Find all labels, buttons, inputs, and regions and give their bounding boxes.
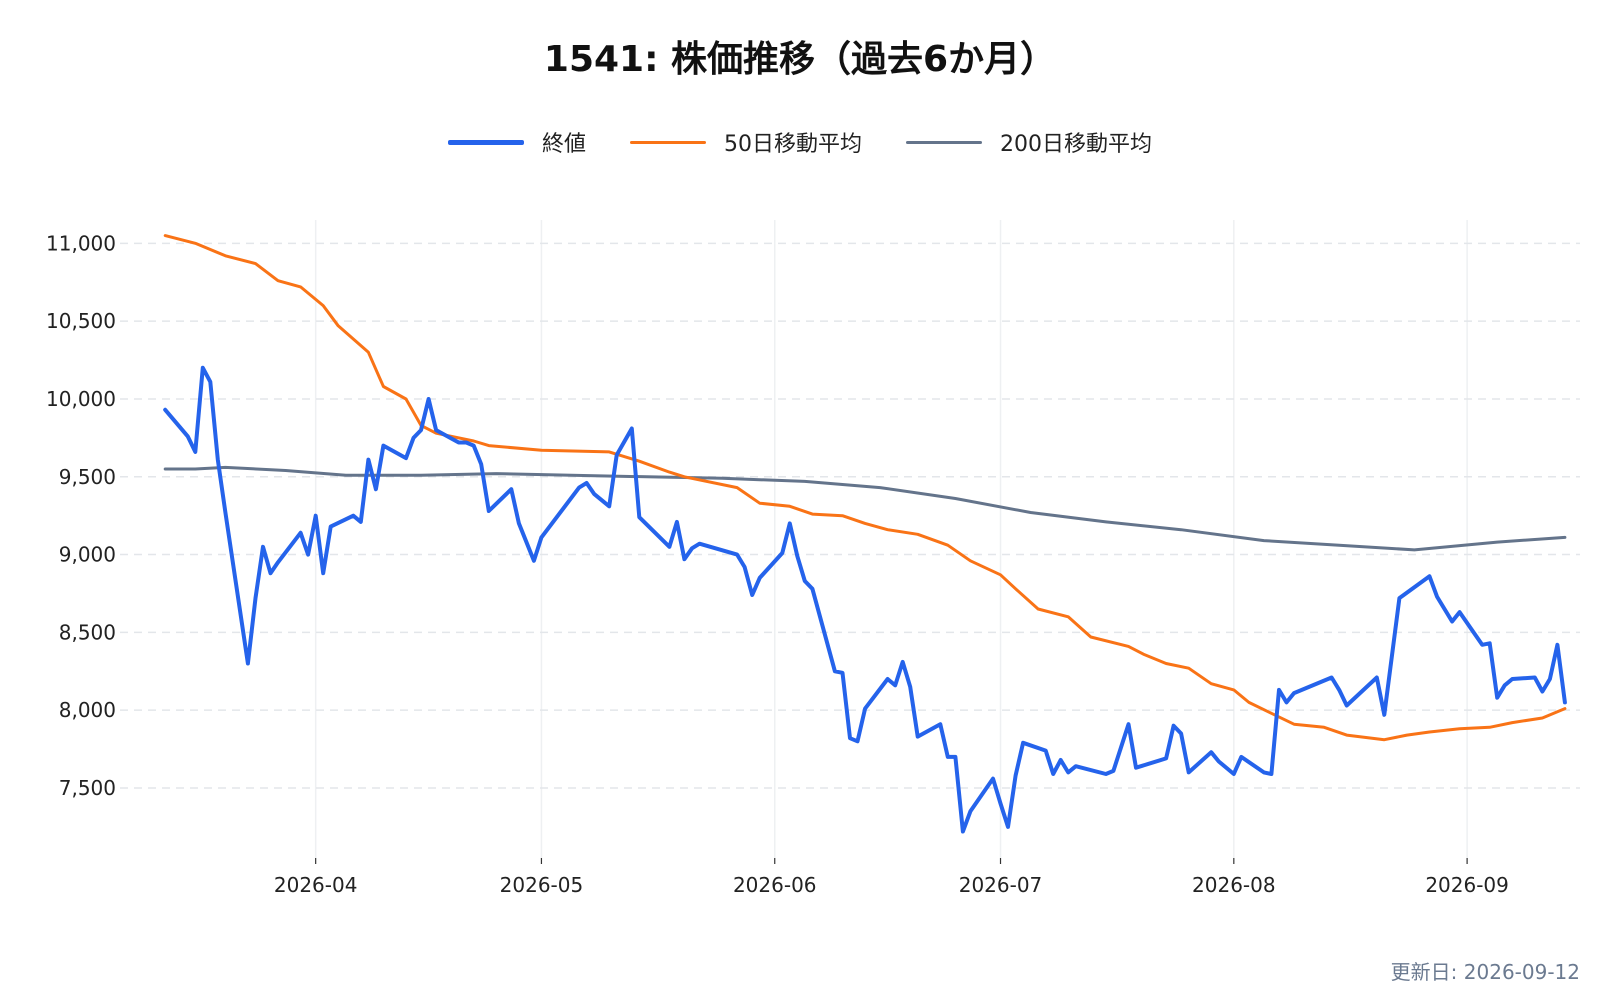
series-line-2[interactable] [163,465,1567,552]
y-tick-label: 8,500 [59,620,116,644]
x-tick-label: 2026-08 [1192,873,1276,897]
legend-item-ma200[interactable]: 200日移動平均 [906,126,1152,158]
updated-date: 更新日: 2026-09-12 [1390,960,1580,984]
series-line-1[interactable] [163,234,1567,742]
legend-swatch-ma50 [630,140,706,144]
vertical-gridlines [314,220,1468,858]
x-axis-ticks: 2026-04 2026-05 2026-06 2026-07 2026-08 2026-… [274,858,1509,897]
legend-label-ma50: 50日移動平均 [724,132,862,157]
y-tick-label: 10,500 [46,309,116,333]
y-tick-label: 9,500 [59,465,116,489]
x-tick-label: 2026-09 [1425,873,1509,897]
y-tick-label: 10,000 [46,387,116,411]
y-tick-label: 7,500 [59,776,116,800]
series-layer [163,234,1567,834]
y-tick-label: 8,000 [59,698,116,722]
legend-label-close: 終値 [541,132,586,157]
x-tick-label: 2026-07 [959,873,1043,897]
x-tick-label: 2026-06 [733,873,817,897]
y-axis-ticks: 7,500 8,000 8,500 9,000 9,500 10,000 10,500 11,… [46,231,116,800]
legend-item-ma50[interactable]: 50日移動平均 [630,126,862,158]
horizontal-gridlines [120,242,1580,789]
legend-item-close[interactable]: 終値 [447,126,586,158]
x-tick-label: 2026-05 [500,873,584,897]
y-tick-label: 9,000 [59,543,116,567]
legend-swatch-close [447,139,524,145]
series-line-0[interactable] [163,365,1567,834]
legend-swatch-ma200 [906,140,982,144]
chart-title: 1541: 株価推移（過去6か月） [543,39,1057,80]
x-tick-label: 2026-04 [274,873,358,897]
legend: 終値 50日移動平均 200日移動平均 [0,126,1600,158]
y-tick-label: 11,000 [46,231,116,255]
legend-label-ma200: 200日移動平均 [1000,132,1152,157]
